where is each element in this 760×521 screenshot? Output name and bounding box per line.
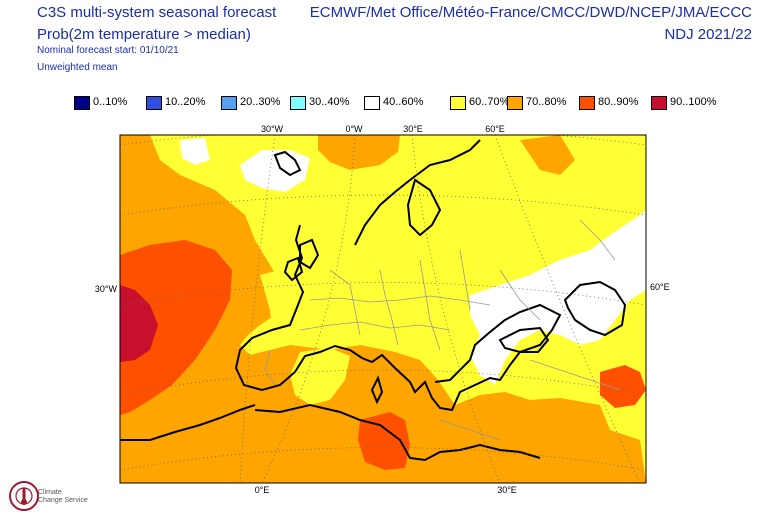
chart-variable: Prob(2m temperature > median) xyxy=(37,26,251,43)
map-frame xyxy=(119,134,647,484)
coastlines xyxy=(120,139,627,462)
forecast-start: Nominal forecast start: 01/10/21 xyxy=(37,45,179,56)
legend-swatch xyxy=(507,96,523,110)
logo-text-line1: Climate xyxy=(38,489,62,496)
grid-label-top-1: 30°W xyxy=(261,124,284,134)
legend-label: 90..100% xyxy=(670,96,717,108)
grid-label-bottom-1: 0°E xyxy=(255,485,270,495)
grid-label-left: 30°W xyxy=(95,284,118,294)
legend-label: 60..70% xyxy=(469,96,510,108)
centres-list: ECMWF/Met Office/Météo-France/CMCC/DWD/N… xyxy=(309,4,752,21)
country-borders xyxy=(264,219,621,441)
legend-label: 70..80% xyxy=(526,96,567,108)
legend-swatch xyxy=(579,96,595,110)
legend-swatch xyxy=(221,96,237,110)
legend-label: 0..10% xyxy=(93,96,128,108)
forecast-period: NDJ 2021/22 xyxy=(664,26,752,43)
climate-change-service-logo xyxy=(9,481,39,511)
logo-text: Climate Change Service xyxy=(38,489,88,505)
legend-label: 40..60% xyxy=(383,96,424,108)
grid-label-top-4: 60°E xyxy=(485,124,505,134)
legend-swatch xyxy=(146,96,162,110)
legend-label: 80..90% xyxy=(598,96,639,108)
probability-field xyxy=(120,135,646,483)
legend-swatch xyxy=(290,96,306,110)
legend-swatch xyxy=(651,96,667,110)
weighting-note: Unweighted mean xyxy=(37,62,118,73)
legend-label: 20..30% xyxy=(240,96,281,108)
grid-label-bottom-2: 30°E xyxy=(497,485,517,495)
legend-swatch xyxy=(450,96,466,110)
legend-label: 30..40% xyxy=(309,96,350,108)
legend-label: 10..20% xyxy=(165,96,206,108)
grid-label-right: 60°E xyxy=(650,282,670,292)
legend-swatch xyxy=(364,96,380,110)
grid-label-top-3: 30°E xyxy=(403,124,423,134)
legend-swatch xyxy=(74,96,90,110)
chart-title: C3S multi-system seasonal forecast xyxy=(37,4,277,21)
logo-text-line2: Change Service xyxy=(38,497,88,504)
grid-label-top-2: 0°W xyxy=(345,124,363,134)
graticule xyxy=(120,135,646,483)
